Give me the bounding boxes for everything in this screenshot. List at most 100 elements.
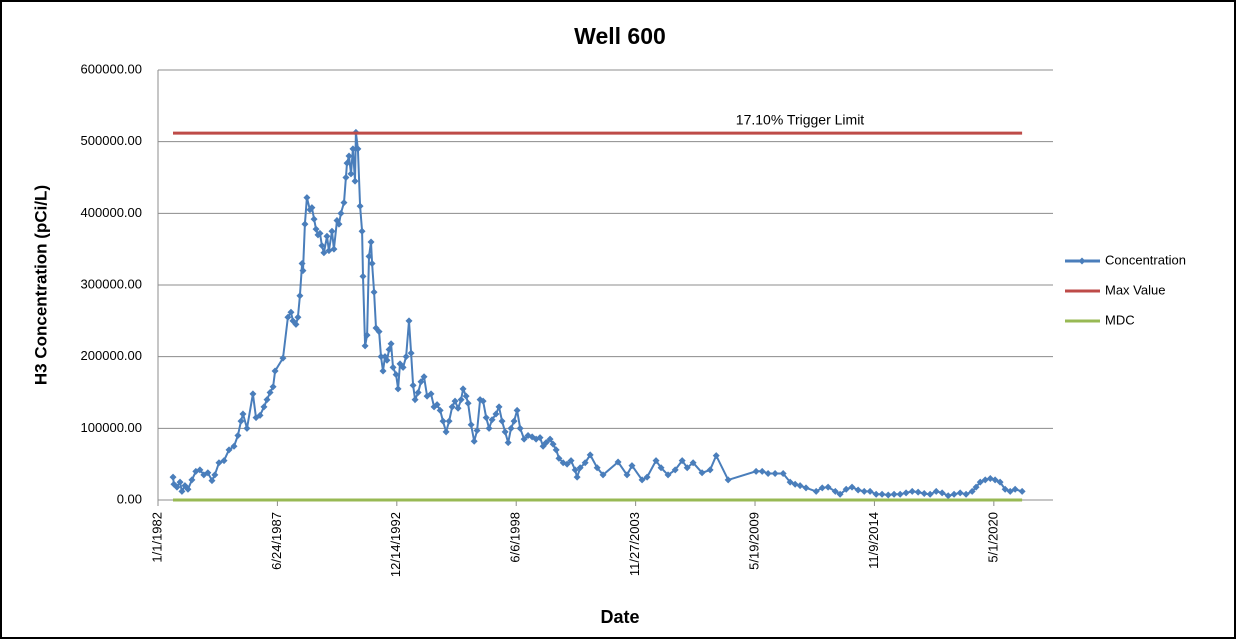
- point-marker: [479, 397, 487, 405]
- y-tick-label: 0.00: [117, 491, 142, 506]
- point-marker: [698, 469, 706, 477]
- point-marker: [555, 454, 563, 462]
- point-marker: [470, 437, 478, 445]
- point-marker: [266, 389, 274, 396]
- point-marker: [294, 313, 302, 321]
- point-marker: [325, 247, 333, 255]
- point-marker: [451, 397, 459, 405]
- x-tick-label: 6/6/1998: [508, 512, 523, 563]
- point-marker: [459, 385, 467, 393]
- point-marker: [383, 356, 391, 364]
- point-marker: [981, 476, 989, 484]
- point-marker: [249, 390, 257, 398]
- point-marker: [752, 467, 760, 475]
- point-marker: [243, 424, 251, 432]
- point-marker: [706, 466, 714, 474]
- point-marker: [623, 471, 631, 479]
- point-marker: [724, 476, 732, 484]
- point-marker: [457, 396, 465, 404]
- point-marker: [1018, 487, 1026, 495]
- point-marker: [337, 209, 345, 217]
- point-marker: [586, 451, 594, 459]
- point-marker: [208, 477, 216, 485]
- point-marker: [567, 457, 575, 465]
- point-marker: [652, 457, 660, 465]
- point-marker: [263, 396, 271, 404]
- point-marker: [664, 471, 672, 479]
- point-marker: [225, 446, 233, 454]
- point-marker: [902, 489, 910, 497]
- point-marker: [802, 484, 810, 492]
- point-marker: [361, 342, 369, 350]
- point-marker: [323, 232, 331, 240]
- point-marker: [220, 457, 228, 465]
- point-marker: [593, 464, 601, 472]
- point-marker: [848, 483, 856, 491]
- legend-label: Concentration: [1105, 252, 1186, 267]
- point-marker: [349, 145, 357, 153]
- point-marker: [495, 403, 503, 411]
- point-marker: [256, 411, 264, 419]
- point-marker: [196, 466, 204, 474]
- point-marker: [442, 428, 450, 436]
- point-marker: [427, 390, 435, 398]
- point-marker: [409, 381, 417, 389]
- point-marker: [510, 417, 518, 425]
- point-marker: [328, 227, 336, 235]
- point-marker: [972, 483, 980, 491]
- point-marker: [287, 308, 295, 316]
- point-marker: [211, 471, 219, 479]
- point-marker: [215, 459, 223, 467]
- chart-title: Well 600: [574, 23, 666, 49]
- point-marker: [836, 490, 844, 498]
- point-marker: [184, 485, 192, 493]
- point-marker: [308, 204, 316, 212]
- point-marker: [950, 490, 958, 498]
- point-marker: [301, 220, 309, 228]
- point-marker: [365, 252, 373, 260]
- point-marker: [764, 469, 772, 477]
- point-marker: [689, 459, 697, 467]
- point-marker: [318, 242, 326, 250]
- point-marker: [417, 378, 425, 386]
- point-marker: [671, 466, 679, 474]
- point-marker: [310, 215, 318, 223]
- point-marker: [299, 267, 307, 275]
- x-tick-label: 5/1/2020: [985, 512, 1000, 563]
- point-marker: [439, 417, 447, 425]
- point-marker: [501, 428, 509, 436]
- legend-marker: [1078, 257, 1086, 265]
- point-marker: [169, 473, 177, 481]
- point-marker: [379, 367, 387, 375]
- y-tick-label: 100000.00: [81, 420, 142, 435]
- point-marker: [260, 403, 268, 411]
- point-marker: [394, 385, 402, 393]
- point-marker: [944, 492, 952, 500]
- point-marker: [812, 487, 820, 495]
- point-marker: [482, 414, 490, 422]
- point-marker: [356, 202, 364, 210]
- point-marker: [467, 421, 475, 429]
- point-marker: [866, 487, 874, 495]
- x-tick-label: 5/19/2009: [746, 512, 761, 570]
- point-marker: [363, 331, 371, 339]
- point-marker: [638, 476, 646, 484]
- point-marker: [991, 476, 999, 484]
- point-marker: [507, 424, 515, 432]
- x-tick-label: 12/14/1992: [388, 512, 403, 577]
- point-marker: [860, 487, 868, 495]
- point-marker: [573, 473, 581, 481]
- point-marker: [914, 488, 922, 496]
- point-marker: [316, 229, 324, 237]
- point-marker: [343, 159, 351, 167]
- point-marker: [628, 462, 636, 470]
- point-marker: [464, 399, 472, 407]
- point-marker: [234, 432, 242, 439]
- point-marker: [351, 177, 359, 185]
- point-marker: [549, 440, 557, 448]
- point-marker: [303, 194, 311, 202]
- point-marker: [414, 389, 422, 396]
- point-marker: [842, 485, 850, 493]
